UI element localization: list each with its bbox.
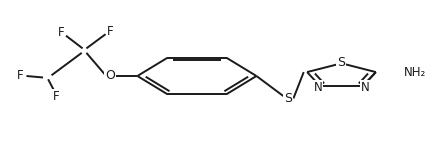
Text: F: F	[53, 90, 60, 103]
Text: F: F	[106, 25, 113, 38]
Text: N: N	[314, 81, 322, 93]
Text: S: S	[284, 92, 292, 105]
Text: N: N	[360, 81, 369, 93]
Text: F: F	[57, 26, 64, 39]
Text: F: F	[17, 69, 24, 83]
Text: S: S	[337, 56, 346, 69]
Text: NH₂: NH₂	[403, 66, 426, 79]
Text: O: O	[105, 69, 115, 83]
